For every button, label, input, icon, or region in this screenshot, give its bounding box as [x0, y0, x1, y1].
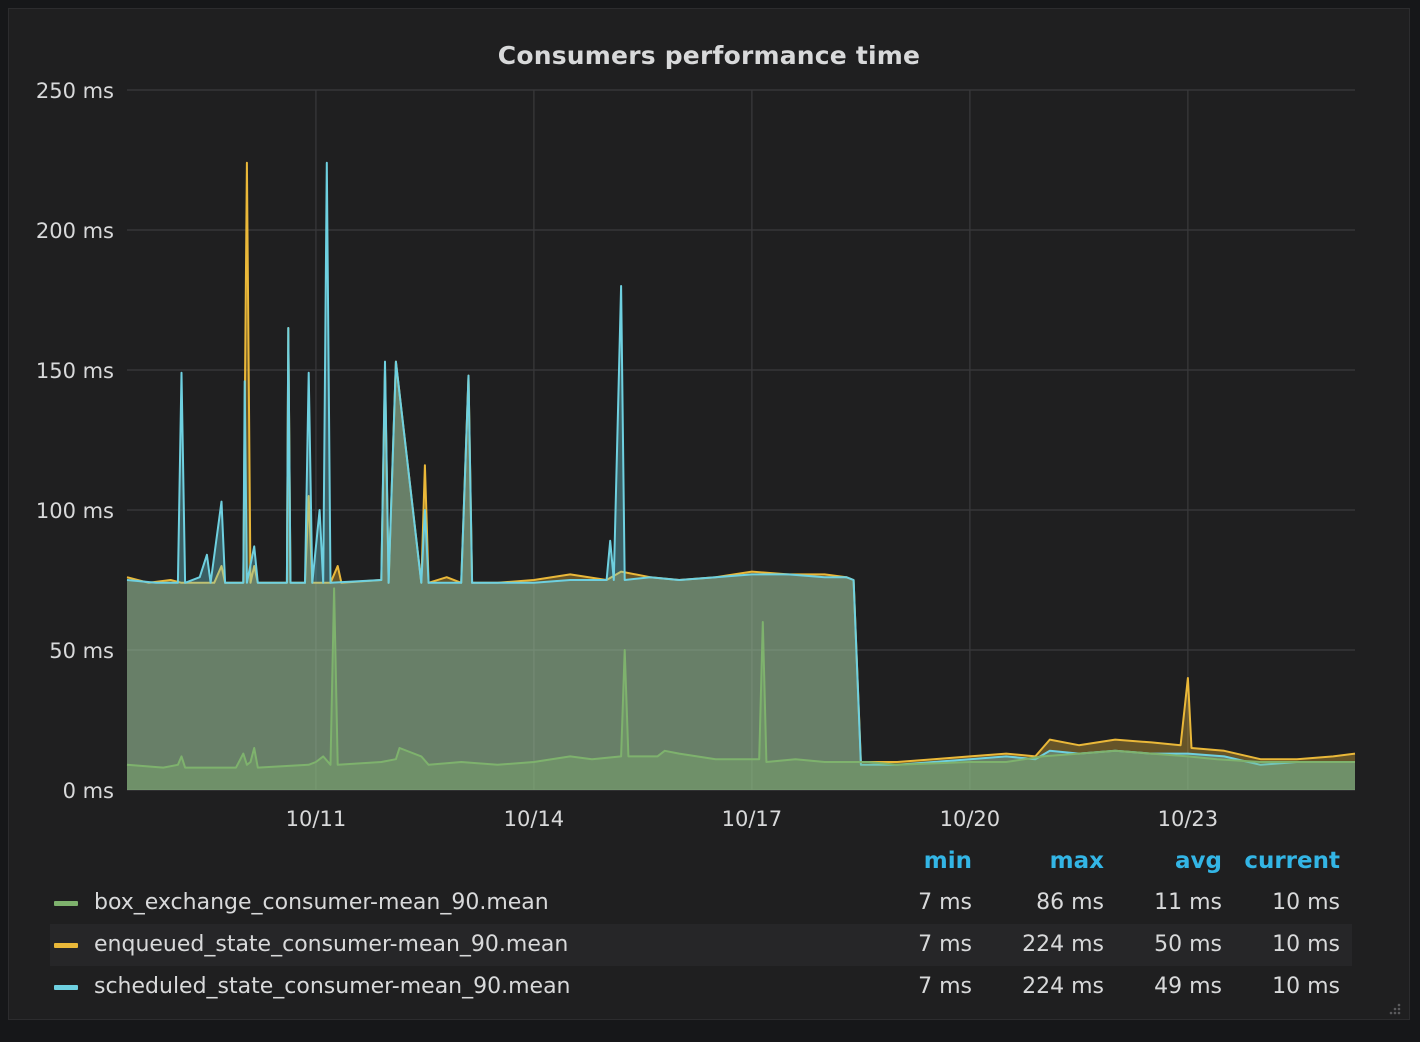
- series-name[interactable]: box_exchange_consumer-mean_90.mean: [94, 890, 549, 915]
- series-color-swatch[interactable]: [54, 985, 78, 990]
- stat-avg: 49 ms: [1154, 974, 1222, 999]
- y-tick-label: 150 ms: [36, 359, 114, 383]
- series-line: [126, 587, 1355, 769]
- stat-min: 7 ms: [918, 974, 972, 999]
- y-tick-label: 100 ms: [36, 499, 114, 523]
- legend-header-max[interactable]: max: [1049, 848, 1104, 874]
- x-tick-label: 10/20: [940, 807, 1001, 831]
- series-area: [127, 162, 1355, 791]
- x-tick-label: 10/11: [286, 807, 347, 831]
- panel-resize-handle-icon[interactable]: [1388, 1002, 1402, 1016]
- y-tick-label: 0 ms: [63, 779, 114, 803]
- series-area: [127, 588, 1355, 790]
- stat-max: 224 ms: [1022, 932, 1104, 957]
- series-name[interactable]: enqueued_state_consumer-mean_90.mean: [94, 932, 569, 957]
- x-tick-label: 10/23: [1158, 807, 1219, 831]
- time-series-chart[interactable]: 0 ms 50 ms 100 ms 150 ms 200 ms 250 ms 10/11 10…: [0, 0, 1420, 840]
- series-line: [126, 161, 1355, 766]
- series-area: [127, 162, 1355, 791]
- x-tick-label: 10/17: [722, 807, 783, 831]
- stat-current: 10 ms: [1272, 974, 1340, 999]
- stat-max: 224 ms: [1022, 974, 1104, 999]
- graph-panel: Consumers performance time: [8, 8, 1410, 1020]
- y-tick-label: 200 ms: [36, 219, 114, 243]
- stat-min: 7 ms: [918, 890, 972, 915]
- y-tick-label: 50 ms: [49, 639, 114, 663]
- stat-avg: 50 ms: [1154, 932, 1222, 957]
- legend-header-current[interactable]: current: [1244, 848, 1340, 874]
- legend-row[interactable]: scheduled_state_consumer-mean_90.mean 7 …: [50, 966, 1352, 1008]
- stat-max: 86 ms: [1036, 890, 1104, 915]
- y-tick-label: 250 ms: [36, 79, 114, 103]
- stat-current: 10 ms: [1272, 890, 1340, 915]
- panel-title[interactable]: Consumers performance time: [497, 41, 921, 70]
- legend-row[interactable]: box_exchange_consumer-mean_90.mean 7 ms …: [50, 882, 1352, 924]
- legend-header-avg[interactable]: avg: [1175, 848, 1222, 874]
- x-tick-label: 10/14: [504, 807, 565, 831]
- series-color-swatch[interactable]: [54, 943, 78, 948]
- stat-current: 10 ms: [1272, 932, 1340, 957]
- legend-header-min[interactable]: min: [923, 848, 972, 874]
- series-color-swatch[interactable]: [54, 901, 78, 906]
- series-name[interactable]: scheduled_state_consumer-mean_90.mean: [94, 974, 571, 999]
- legend-row[interactable]: enqueued_state_consumer-mean_90.mean 7 m…: [50, 924, 1352, 966]
- stat-min: 7 ms: [918, 932, 972, 957]
- stat-avg: 11 ms: [1154, 890, 1222, 915]
